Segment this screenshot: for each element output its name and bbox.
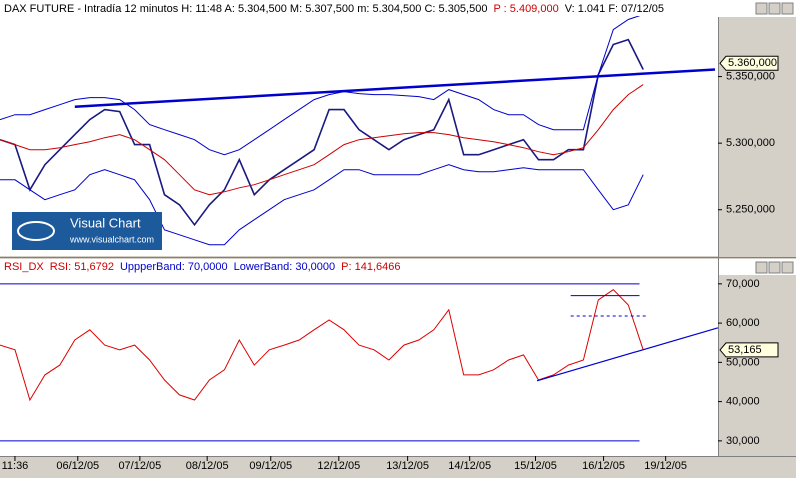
window-buttons[interactable]	[755, 2, 794, 274]
logo-url: www.visualchart.com	[69, 234, 154, 244]
series-line	[0, 38, 644, 227]
series-line	[0, 289, 644, 402]
x-tick-label: 06/12/05	[56, 460, 99, 472]
minimize-button[interactable]	[755, 261, 768, 274]
close-button[interactable]	[781, 2, 794, 15]
price-pointer-label: 5.360,000	[728, 57, 777, 69]
series-line	[0, 16, 641, 156]
y-tick-label: 40,000	[726, 396, 760, 408]
x-tick-label: 15/12/05	[514, 460, 557, 472]
header-item: DAX FUTURE - Intradía 12 minutos H: 11:4…	[4, 3, 487, 15]
header-item: P: 141,6466	[341, 261, 400, 273]
maximize-button[interactable]	[768, 261, 781, 274]
trend-line	[74, 68, 716, 108]
plot-area	[0, 289, 644, 402]
series-line	[0, 84, 644, 196]
y-tick-label: 60,000	[726, 317, 760, 329]
x-tick-label: 12/12/05	[317, 460, 360, 472]
maximize-button[interactable]	[768, 2, 781, 15]
minimize-button[interactable]	[755, 2, 768, 15]
y-tick-label: 5.300,000	[726, 137, 775, 149]
x-tick-label: 14/12/05	[448, 460, 491, 472]
panel-header: DAX FUTURE - Intradía 12 minutos H: 11:4…	[4, 3, 664, 15]
y-tick-label: 70,000	[726, 278, 760, 290]
price-pointer	[719, 55, 779, 71]
y-tick-label: 5.350,000	[726, 70, 775, 82]
trend-line	[536, 327, 719, 382]
plot-area	[0, 16, 644, 246]
panel-header: RSI_DX RSI: 51,6792 UppperBand: 70,0000 Low…	[4, 261, 401, 273]
logo-icon	[17, 221, 55, 241]
header-item: RSI_DX	[4, 261, 44, 273]
header-item: P : 5.409,000	[493, 3, 558, 15]
header-item: LowerBand: 30,0000	[234, 261, 336, 273]
price-pointer-label: 53,165	[728, 344, 762, 356]
series-line	[0, 164, 644, 246]
x-tick-label: 16/12/05	[582, 460, 625, 472]
header-item: RSI: 51,6792	[50, 261, 114, 273]
price-pointer	[719, 342, 779, 358]
y-tick-label: 5.250,000	[726, 204, 775, 216]
price-header-bar	[0, 0, 796, 17]
rsi-header-bar	[0, 259, 796, 275]
x-tick-label: 08/12/05	[186, 460, 229, 472]
header-item: V: 1.041 F: 07/12/05	[565, 3, 664, 15]
header-item: UppperBand: 70,0000	[120, 261, 228, 273]
y-tick-label: 50,000	[726, 356, 760, 368]
y-tick-label: 30,000	[726, 435, 760, 447]
logo-title: Visual Chart	[70, 215, 141, 230]
x-tick-label: 19/12/05	[644, 460, 687, 472]
logo: Visual Chart www.visualchart.com	[12, 212, 162, 250]
x-tick-label: 11:36	[2, 460, 29, 472]
close-button[interactable]	[781, 261, 794, 274]
x-tick-label: 09/12/05	[249, 460, 292, 472]
x-tick-label: 13/12/05	[386, 460, 429, 472]
logo-box	[12, 212, 162, 250]
rsi-panel	[0, 275, 718, 456]
x-tick-label: 07/12/05	[118, 460, 161, 472]
